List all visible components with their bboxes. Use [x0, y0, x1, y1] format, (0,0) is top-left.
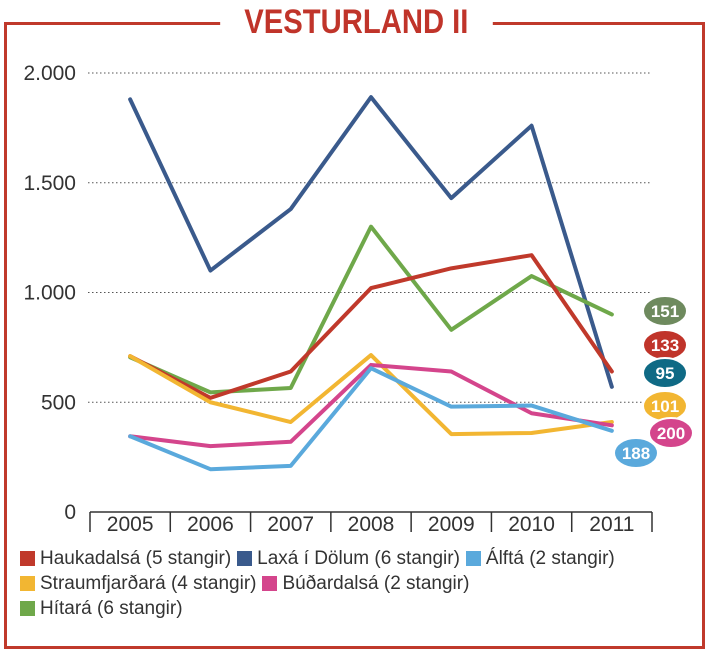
end-value-badge: [642, 295, 688, 327]
y-tick-label: 2.000: [23, 62, 76, 85]
end-value-badge: [642, 357, 688, 389]
end-value-label: 95: [656, 364, 675, 383]
legend-item-hitara: Hítará (6 stangir): [20, 596, 183, 621]
legend-swatch: [20, 576, 35, 591]
legend-swatch: [262, 576, 278, 591]
end-value-label: 151: [651, 302, 679, 321]
x-tick-label: 2005: [107, 513, 154, 536]
y-tick-label: 1.000: [23, 282, 76, 305]
x-tick-label: 2007: [267, 513, 314, 536]
end-value-label: 200: [657, 424, 685, 443]
legend-row-1: Haukadalsá (5 stangir) Laxá í Dölum (6 s…: [20, 546, 700, 571]
legend-item-straumfjardara: Straumfjarðará (4 stangir): [20, 571, 256, 596]
legend-item-laxa: Laxá í Dölum (6 stangir): [237, 546, 460, 571]
legend-label: Hítará (6 stangir): [40, 598, 183, 619]
legend-label: Straumfjarðará (4 stangir): [40, 573, 257, 594]
legend-swatch: [237, 551, 253, 566]
legend-label: Álftá (2 stangir): [485, 548, 615, 569]
legend-item-alfta: Álftá (2 stangir): [465, 546, 615, 571]
end-value-label: 188: [622, 444, 650, 463]
legend-item-budardalsa: Búðardalsá (2 stangir): [262, 571, 469, 596]
x-tick-label: 2008: [348, 513, 395, 536]
y-tick-label: 1.500: [23, 172, 76, 195]
legend-row-2: Straumfjarðará (4 stangir) Búðardalsá (2…: [20, 571, 700, 596]
y-tick-label: 0: [64, 501, 76, 524]
legend-swatch: [465, 551, 481, 566]
title-bar: VESTURLAND II: [0, 0, 713, 44]
series-line: [128, 366, 614, 472]
end-value-badge: [648, 417, 694, 449]
end-value-badge: [613, 437, 659, 469]
series-line: [128, 253, 614, 400]
series-line: [128, 95, 614, 389]
legend-label: Laxá í Dölum (6 stangir): [257, 548, 460, 569]
series-line: [128, 224, 614, 395]
x-tick-label: 2006: [187, 513, 234, 536]
series-line: [128, 362, 614, 449]
legend-label: Haukadalsá (5 stangir): [40, 548, 232, 569]
legend-swatch: [20, 551, 35, 566]
end-value-label: 101: [651, 397, 679, 416]
y-tick-label: 500: [41, 391, 76, 414]
legend-swatch: [20, 601, 35, 616]
end-value-label: 133: [651, 336, 679, 355]
x-tick-label: 2009: [428, 513, 475, 536]
legend-row-3: Hítará (6 stangir): [20, 596, 700, 621]
chart-title: VESTURLAND II: [220, 0, 493, 44]
legend-item-haukadalsa: Haukadalsá (5 stangir): [20, 546, 231, 571]
legend: Haukadalsá (5 stangir) Laxá í Dölum (6 s…: [20, 546, 700, 621]
x-tick-label: 2010: [508, 513, 555, 536]
x-tick-label: 2011: [589, 513, 634, 536]
legend-label: Búðardalsá (2 stangir): [282, 573, 470, 594]
series-line: [128, 353, 614, 437]
